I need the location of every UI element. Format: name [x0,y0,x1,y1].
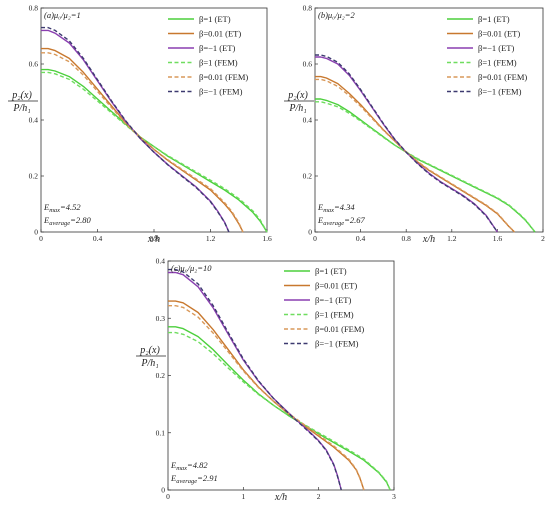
panel-c-legend-label: β=−1 (FEM) [315,339,359,349]
panel-c-xtick-label: 0 [166,492,170,501]
panel-b-legend-label: β=0.01 (ET) [478,29,520,39]
panel-b-series-line [315,54,498,233]
panel-a-ylabel-num: p₂(x) [11,90,32,101]
panel-a-xtick-label: 0 [39,234,43,243]
panel-b-ytick-label: 0.2 [303,172,313,181]
panel-b-ytick-label: 0.6 [303,60,313,69]
panel-c-legend-label: β=−1 (ET) [315,295,352,305]
panel-a-eaverage: Eaverage=2.80 [43,215,92,227]
panel-a-frame [40,7,268,233]
panel-c-series-line [168,268,342,491]
panel-b-xtick-label: 0 [313,234,317,243]
panel-b-xtick-label: 1.6 [493,234,503,243]
panel-c-series-line [168,271,342,491]
panel-a-emax: Emax=4.52 [43,202,81,214]
panel-b-series-line [315,98,536,233]
panel-c-xtick-label: 3 [392,492,396,501]
panel-b-xlabel: x/h [422,234,435,245]
panel-c-ytick-label: 0 [161,486,165,495]
panel-c-ytick-label: 0.4 [156,257,166,266]
panel-b-label: (b)μ₀/μ₂=2 [318,10,355,20]
panel-b-xtick-label: 2 [541,234,545,243]
panel-a-legend-label: β=0.01 (ET) [199,29,241,39]
panel-b-ylabel-den: P/h₁ [288,103,306,114]
panel-b-emax: Emax=4.34 [317,202,355,214]
panel-a-series-line [41,52,244,233]
panel-b-xtick-label: 0.4 [356,234,366,243]
panel-c-label: (c)μ₀/μ₂=10 [171,263,212,273]
panel-b-legend-label: β=1 (FEM) [478,58,517,68]
panel-b-ytick-label: 0.8 [303,4,313,13]
panel-b-ytick-label: 0 [308,228,312,237]
panel-a-xtick-label: 0.4 [93,234,103,243]
panel-b-xtick-label: 1.2 [447,234,457,243]
panel-c-xtick-label: 1 [241,492,245,501]
panel-b-series-line [315,101,536,233]
panel-b-legend-label: β=−1 (FEM) [478,87,522,97]
panel-b-legend-label: β=0.01 (FEM) [478,72,527,82]
panel-a-ytick-label: 0 [34,228,38,237]
panel-a-legend-label: β=0.01 (FEM) [199,72,248,82]
panel-b-xtick-label: 0.8 [402,234,412,243]
panel-a-ytick-label: 0.4 [29,116,39,125]
panel-a-xtick-label: 1.2 [206,234,216,243]
panel-b-frame [314,7,544,233]
panel-a-series-line [41,47,244,233]
panel-c-ytick-label: 0.2 [156,371,166,380]
panel-a-ytick-label: 0.2 [29,172,39,181]
panel-c-legend-label: β=1 (FEM) [315,310,354,320]
panel-c-frame [167,260,395,491]
panel-a-legend-label: β=1 (ET) [199,14,231,24]
panel-a-xtick-label: 0.8 [149,234,159,243]
panel-c-eaverage: Eaverage=2.91 [170,473,218,485]
panel-c-legend-label: β=0.01 (FEM) [315,324,364,334]
panel-a-ytick-label: 0.6 [29,60,39,69]
panel-b-eaverage: Eaverage=2.67 [317,215,366,227]
panel-a-legend-label: β=1 (FEM) [199,58,238,68]
panel-b-ytick-label: 0.4 [303,116,313,125]
panel-a-series-line [41,71,268,233]
panel-c-series-line [168,331,391,491]
panel-b-ylabel-num: p₂(x) [287,90,308,101]
panel-a-legend-label: β=−1 (FEM) [199,87,243,97]
panel-c-xtick-label: 2 [317,492,321,501]
panel-c-ytick-label: 0.3 [156,314,166,323]
panel-c-legend-label: β=1 (ET) [315,266,347,276]
panel-c-ylabel-den: P/h₁ [140,358,158,369]
panel-b-series-line [315,78,516,233]
panel-a-label: (a)μ₀/μ₂=1 [44,10,81,20]
panel-a-legend-label: β=−1 (ET) [199,43,236,53]
panel-a-series-line [41,26,230,233]
panel-c-ylabel-num: p₂(x) [139,345,160,356]
panel-b-legend-label: β=−1 (ET) [478,43,515,53]
panel-a-xlabel: x/h [147,234,160,245]
panel-c-ytick-label: 0.1 [156,428,166,437]
panel-a-ylabel-den: P/h₁ [12,103,30,114]
panel-a-xtick-label: 1.6 [262,234,272,243]
panel-c-series-line [168,305,365,491]
panel-c-xlabel: x/h [274,492,287,503]
panel-b-legend-label: β=1 (ET) [478,14,510,24]
panel-a-ytick-label: 0.8 [29,4,39,13]
panel-c-emax: Emax=4.82 [170,460,208,472]
panel-c-legend-label: β=0.01 (ET) [315,281,357,291]
